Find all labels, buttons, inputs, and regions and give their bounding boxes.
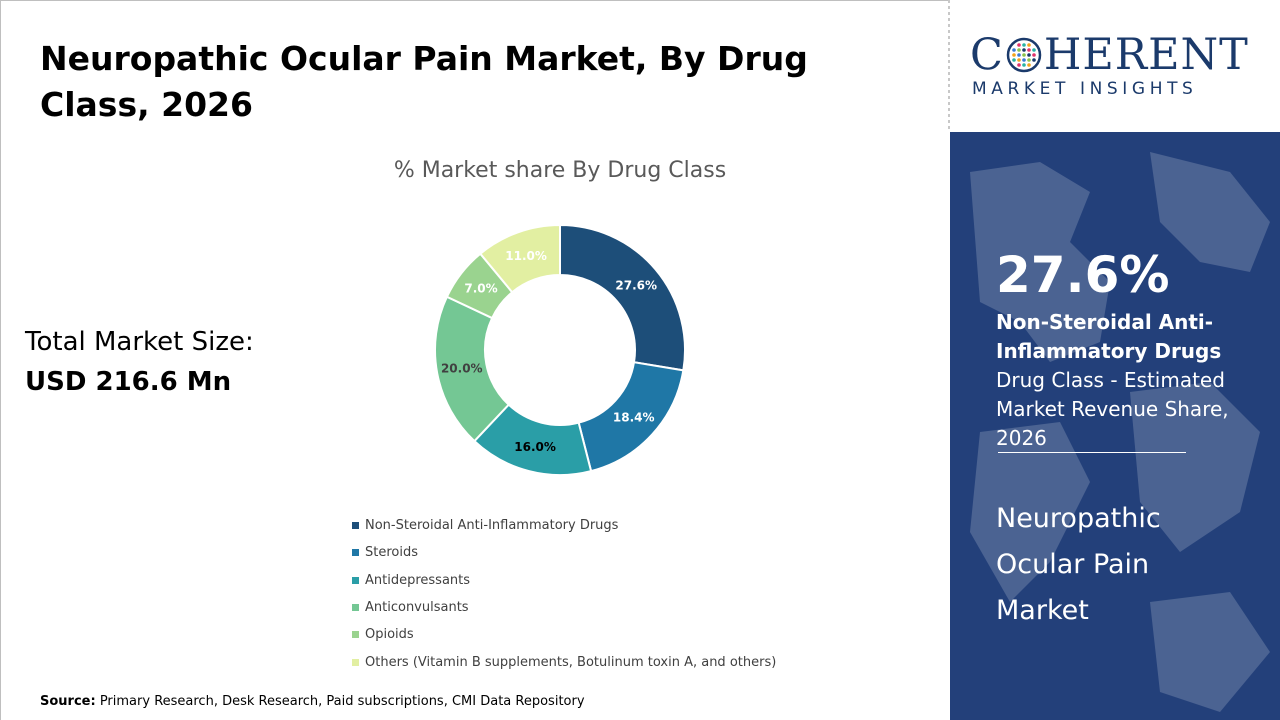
- logo-globe-icon: [1006, 37, 1042, 73]
- legend-swatch: [352, 549, 359, 557]
- frame-top-border: [0, 0, 948, 1]
- donut-slice: [478, 223, 561, 294]
- donut-data-label: 11.0%: [505, 249, 547, 263]
- source-label: Source:: [40, 694, 96, 709]
- dotted-divider: [948, 0, 950, 132]
- highlight-description-rest: Drug Class - Estimated Market Revenue Sh…: [996, 368, 1229, 450]
- donut-data-label: 18.4%: [613, 411, 655, 425]
- legend-item: Non-Steroidal Anti-Inflammatory Drugs: [352, 512, 776, 539]
- logo-letters: HERENT: [1043, 30, 1249, 80]
- legend-label: Opioids: [365, 627, 414, 643]
- legend-item: Others (Vitamin B supplements, Botulinum…: [352, 648, 776, 675]
- legend-item: Antidepressants: [352, 567, 776, 594]
- highlight-panel: 27.6% Non-Steroidal Anti-Inflammatory Dr…: [950, 132, 1280, 720]
- legend-swatch: [352, 631, 359, 639]
- page-title: Neuropathic Ocular Pain Market, By Drug …: [40, 39, 808, 124]
- total-market-size: Total Market Size: USD 216.6 Mn: [25, 324, 254, 404]
- legend-label: Antidepressants: [365, 572, 471, 588]
- logo-tagline: MARKET INSIGHTS: [972, 79, 1198, 99]
- legend-swatch: [352, 576, 359, 584]
- source-text: Primary Research, Desk Research, Paid su…: [95, 694, 585, 709]
- logo-letter-c: C: [970, 30, 1004, 80]
- donut-data-label: 27.6%: [615, 278, 657, 292]
- logo-wordmark: C HERENT: [970, 30, 1249, 80]
- donut-data-label: 20.0%: [441, 362, 483, 376]
- donut-chart: 27.6% 18.4% 16.0% 20.0% 7.0% 11.0%: [434, 223, 686, 476]
- legend-label: Anticonvulsants: [365, 600, 469, 616]
- legend-swatch: [352, 658, 359, 666]
- frame-left-border: [0, 0, 1, 720]
- legend-item: Anticonvulsants: [352, 594, 776, 621]
- company-logo: C HERENT MARKET INSIGHTS: [950, 0, 1280, 132]
- legend-item: Steroids: [352, 539, 776, 566]
- total-market-value: USD 216.6 Mn: [25, 367, 232, 397]
- donut-slice: [559, 223, 686, 372]
- total-market-label: Total Market Size:: [25, 327, 254, 357]
- highlight-segment-name: Non-Steroidal Anti-Inflammatory Drugs: [996, 310, 1222, 363]
- source-note: Source: Primary Research, Desk Research,…: [40, 694, 585, 709]
- legend-swatch: [352, 522, 359, 530]
- world-map-background: [970, 152, 1270, 712]
- legend-label: Steroids: [365, 545, 418, 561]
- legend-label: Others (Vitamin B supplements, Botulinum…: [365, 654, 777, 670]
- donut-data-label: 16.0%: [514, 440, 556, 454]
- highlight-description: Non-Steroidal Anti-Inflammatory Drugs Dr…: [996, 308, 1266, 453]
- highlight-market-name: Neuropathic Ocular Pain Market: [996, 503, 1161, 626]
- highlight-divider: [998, 452, 1186, 453]
- donut-data-label: 7.0%: [464, 282, 497, 296]
- highlight-percent: 27.6%: [996, 246, 1170, 304]
- chart-legend: Non-Steroidal Anti-Inflammatory Drugs Ste…: [352, 512, 776, 676]
- chart-title: % Market share By Drug Class: [393, 158, 727, 183]
- legend-item: Opioids: [352, 621, 776, 648]
- legend-label: Non-Steroidal Anti-Inflammatory Drugs: [365, 518, 619, 534]
- legend-swatch: [352, 604, 359, 612]
